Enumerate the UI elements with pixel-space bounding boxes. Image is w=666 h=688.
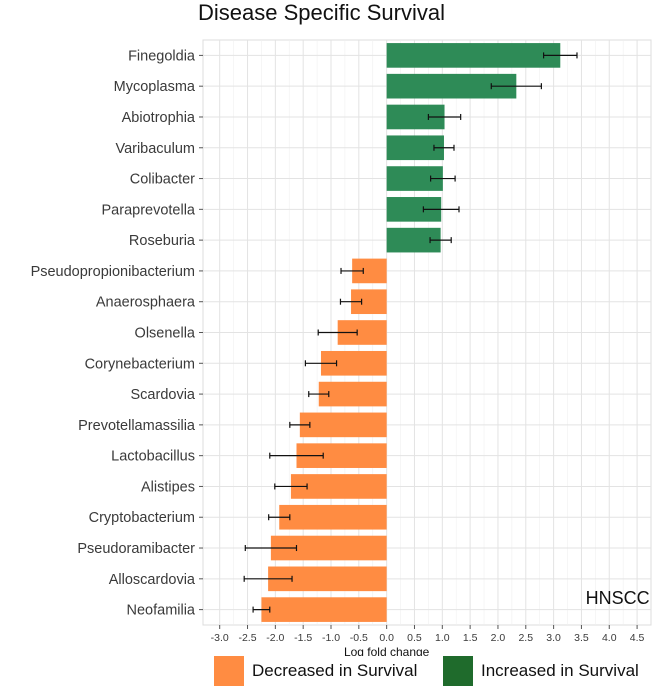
x-tick-label: 2.5 bbox=[518, 632, 533, 644]
bar-finegoldia bbox=[386, 43, 561, 68]
legend-label-increased: Increased in Survival bbox=[481, 661, 639, 680]
category-label: Lactobacillus bbox=[111, 449, 195, 465]
x-tick-label: -0.5 bbox=[350, 632, 368, 644]
legend: Decreased in Survival Increased in Survi… bbox=[0, 656, 666, 688]
x-tick-label: 4.0 bbox=[602, 632, 617, 644]
category-label: Alloscardovia bbox=[109, 572, 196, 588]
x-tick-label: 0.0 bbox=[379, 632, 394, 644]
bar-scardovia bbox=[318, 381, 387, 407]
chart-plot: Finegoldia Mycoplasma Abiotrophia Varibacul… bbox=[31, 39, 652, 656]
category-label: Neofamilia bbox=[127, 603, 196, 619]
bar-prevotellamassilia bbox=[299, 412, 387, 438]
x-tick-label: 2.0 bbox=[491, 632, 506, 644]
category-label: Olsenella bbox=[135, 326, 196, 342]
category-label: Pseudoramibacter bbox=[77, 541, 195, 557]
bar-neofamilia bbox=[261, 597, 387, 622]
x-tick-label: -2.0 bbox=[266, 632, 284, 644]
x-axis-title: Log fold change bbox=[344, 645, 430, 656]
category-label: Anaerosphaera bbox=[96, 295, 196, 311]
x-tick-label: 1.5 bbox=[463, 632, 478, 644]
x-tick-label: 0.5 bbox=[407, 632, 422, 644]
x-tick-label: 1.0 bbox=[435, 632, 450, 644]
annotation-hnscc: HNSCC bbox=[586, 588, 650, 608]
category-label: Varibaculum bbox=[115, 141, 195, 157]
category-label: Abiotrophia bbox=[122, 110, 196, 126]
x-tick-label: -1.5 bbox=[294, 632, 312, 644]
bar-cryptobacterium bbox=[279, 504, 387, 530]
x-tick-label: -3.0 bbox=[211, 632, 229, 644]
category-label: Alistipes bbox=[141, 479, 195, 495]
category-label: Pseudopropionibacterium bbox=[31, 264, 195, 280]
category-label: Corynebacterium bbox=[85, 356, 195, 372]
legend-item-decreased: Decreased in Survival bbox=[214, 656, 417, 686]
category-label: Cryptobacterium bbox=[89, 510, 195, 526]
category-label: Finegoldia bbox=[128, 48, 196, 64]
x-tick-label: -1.0 bbox=[322, 632, 340, 644]
legend-swatch-decreased bbox=[214, 656, 244, 686]
category-label: Scardovia bbox=[131, 387, 196, 403]
category-label: Mycoplasma bbox=[114, 79, 196, 95]
legend-swatch-increased bbox=[443, 656, 473, 686]
x-tick-label: -2.5 bbox=[238, 632, 256, 644]
x-tick-label: 3.0 bbox=[546, 632, 561, 644]
legend-label-decreased: Decreased in Survival bbox=[252, 661, 418, 680]
chart-title: Disease Specific Survival bbox=[198, 0, 445, 25]
category-label: Roseburia bbox=[129, 233, 196, 249]
category-label: Paraprevotella bbox=[102, 202, 196, 218]
category-label: Colibacter bbox=[130, 172, 195, 188]
x-tick-label: 4.5 bbox=[630, 632, 645, 644]
legend-item-increased: Increased in Survival bbox=[443, 656, 639, 686]
category-label: Prevotellamassilia bbox=[78, 418, 196, 434]
x-tick-label: 3.5 bbox=[574, 632, 589, 644]
